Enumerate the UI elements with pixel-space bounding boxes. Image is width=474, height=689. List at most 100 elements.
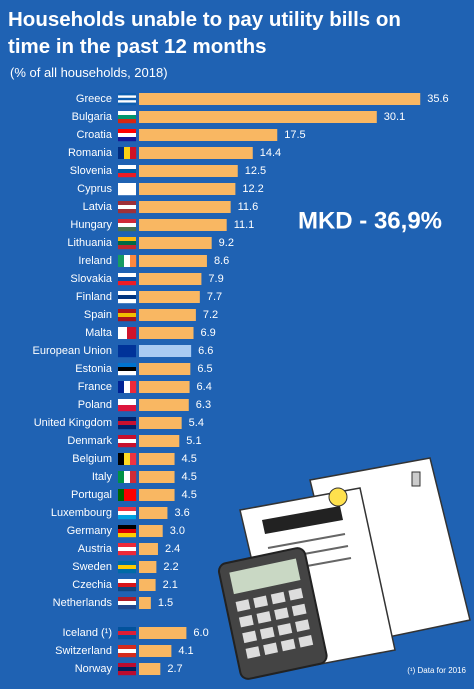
bar xyxy=(139,435,180,447)
flag-stripe xyxy=(124,381,131,393)
flag-stripe xyxy=(118,277,136,282)
flag-stripe xyxy=(118,601,136,606)
flag-stripe xyxy=(118,165,136,170)
flag-stripe xyxy=(118,515,136,520)
bar xyxy=(139,525,163,537)
flag-stripe xyxy=(124,489,131,501)
flag-stripe xyxy=(118,525,136,530)
flag-stripe xyxy=(118,425,136,430)
flag-stripe xyxy=(118,353,136,358)
flag xyxy=(118,363,136,376)
flag-stripe xyxy=(118,405,136,412)
flag-stripe xyxy=(124,453,131,465)
flag-stripe xyxy=(130,381,137,393)
flag xyxy=(118,327,137,339)
flag-stripe xyxy=(127,327,137,339)
flag xyxy=(118,597,136,610)
flag xyxy=(118,111,136,124)
category-label: Bulgaria xyxy=(72,111,113,123)
flag-stripe xyxy=(118,443,136,448)
value-label: 2.1 xyxy=(163,579,178,591)
category-label: Portugal xyxy=(71,489,112,501)
bar xyxy=(139,597,151,609)
flag-stripe xyxy=(118,191,136,196)
flag-stripe xyxy=(118,421,136,426)
annotation: MKD - 36,9% xyxy=(298,207,442,234)
flag xyxy=(118,417,136,430)
flag-stripe xyxy=(118,241,136,246)
flag-stripe xyxy=(118,435,136,440)
bar xyxy=(139,165,238,177)
value-label: 7.9 xyxy=(208,273,223,285)
value-label: 7.2 xyxy=(203,309,218,321)
flag xyxy=(118,291,136,304)
value-label: 2.7 xyxy=(167,663,182,675)
value-label: 4.1 xyxy=(178,645,193,657)
bar xyxy=(139,489,175,501)
bar xyxy=(139,453,175,465)
bar xyxy=(139,399,189,411)
flag-stripe xyxy=(118,561,136,566)
flag-stripe xyxy=(118,583,136,588)
flag xyxy=(118,471,137,483)
flag xyxy=(118,525,136,538)
value-label: 5.1 xyxy=(186,435,201,447)
category-label: Cyprus xyxy=(77,183,112,195)
flag-stripe xyxy=(118,671,136,676)
flag-stripe xyxy=(118,471,125,483)
flag xyxy=(118,183,136,196)
flag xyxy=(118,237,136,250)
flag-stripe xyxy=(118,299,136,304)
value-label: 6.5 xyxy=(197,363,212,375)
flag-stripe xyxy=(118,569,136,574)
footnote: (¹) Data for 2016 xyxy=(407,666,466,675)
flag xyxy=(118,627,136,640)
bar xyxy=(139,201,231,213)
flag-stripe xyxy=(118,291,136,296)
flag-stripe xyxy=(118,371,136,376)
bar xyxy=(139,291,200,303)
flag xyxy=(118,219,136,232)
flag xyxy=(118,489,137,501)
category-label: Italy xyxy=(92,471,113,483)
flag-stripe xyxy=(118,309,136,314)
category-label: Spain xyxy=(84,309,112,321)
flag-stripe xyxy=(118,173,136,178)
category-label: Malta xyxy=(85,327,113,339)
value-label: 11.1 xyxy=(234,219,255,231)
category-label: Latvia xyxy=(83,201,113,213)
flag xyxy=(118,345,136,358)
flag-stripe xyxy=(118,597,136,602)
flag xyxy=(118,507,136,520)
flag-stripe xyxy=(118,381,125,393)
flag-stripe xyxy=(118,653,136,658)
value-label: 6.9 xyxy=(201,327,216,339)
flag-stripe xyxy=(118,169,136,174)
flag-stripe xyxy=(118,205,136,210)
value-label: 4.5 xyxy=(182,453,197,465)
illustration xyxy=(217,457,471,680)
flag-stripe xyxy=(130,147,137,159)
category-label: Slovenia xyxy=(70,165,113,177)
flag xyxy=(118,453,137,465)
value-label: 3.6 xyxy=(174,507,189,519)
flag-stripe xyxy=(118,223,136,228)
category-label: Croatia xyxy=(77,129,113,141)
flag-stripe xyxy=(118,439,136,444)
flag xyxy=(118,579,136,592)
category-label: Czechia xyxy=(72,579,113,591)
bar xyxy=(139,507,168,519)
flag-stripe xyxy=(118,631,136,636)
bar xyxy=(139,561,157,573)
flag xyxy=(118,645,136,658)
flag-stripe xyxy=(130,471,137,483)
flag xyxy=(118,201,136,214)
flag-stripe xyxy=(118,663,136,668)
value-label: 6.6 xyxy=(198,345,213,357)
flag xyxy=(118,309,136,322)
chart-subtitle: (% of all households, 2018) xyxy=(10,65,168,80)
flag xyxy=(118,663,136,676)
flag-stripe xyxy=(118,649,136,654)
flag-stripe xyxy=(118,587,136,592)
